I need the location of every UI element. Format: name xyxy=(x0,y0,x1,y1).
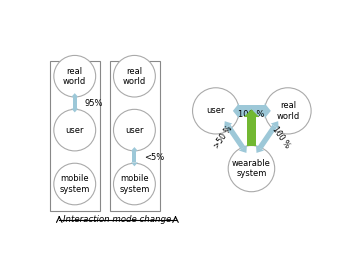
Text: mobile
system: mobile system xyxy=(119,174,149,194)
Polygon shape xyxy=(265,103,271,119)
Polygon shape xyxy=(71,109,78,112)
Text: real
world: real world xyxy=(63,67,86,86)
Polygon shape xyxy=(271,121,279,129)
Bar xyxy=(247,117,256,145)
Text: 100 %: 100 % xyxy=(270,125,292,149)
Bar xyxy=(73,97,77,109)
Circle shape xyxy=(193,88,239,134)
Text: user: user xyxy=(65,126,84,135)
Bar xyxy=(133,151,136,163)
Text: user: user xyxy=(125,126,144,135)
Text: Interaction mode change: Interaction mode change xyxy=(63,215,172,224)
Text: real
world: real world xyxy=(276,101,300,120)
Circle shape xyxy=(54,109,96,151)
Text: 100 %: 100 % xyxy=(238,110,265,119)
Polygon shape xyxy=(239,145,247,153)
Circle shape xyxy=(54,55,96,97)
Polygon shape xyxy=(233,103,239,119)
Circle shape xyxy=(265,88,311,134)
Polygon shape xyxy=(224,121,232,129)
Bar xyxy=(110,61,160,211)
Text: real
world: real world xyxy=(123,67,146,86)
Polygon shape xyxy=(258,125,277,149)
Circle shape xyxy=(54,163,96,205)
Polygon shape xyxy=(71,93,78,97)
Circle shape xyxy=(113,163,155,205)
Polygon shape xyxy=(131,163,138,166)
Text: <5%: <5% xyxy=(144,153,164,161)
Polygon shape xyxy=(244,109,259,117)
Circle shape xyxy=(113,109,155,151)
Text: user: user xyxy=(206,106,225,115)
Text: >50 %: >50 % xyxy=(212,124,234,150)
Text: 95%: 95% xyxy=(84,99,103,108)
Bar xyxy=(239,105,265,116)
Polygon shape xyxy=(226,125,245,149)
Bar xyxy=(50,61,100,211)
Circle shape xyxy=(113,55,155,97)
Polygon shape xyxy=(256,145,264,153)
Polygon shape xyxy=(131,147,138,151)
Circle shape xyxy=(228,145,275,192)
Text: mobile
system: mobile system xyxy=(60,174,90,194)
Text: wearable
system: wearable system xyxy=(232,159,271,178)
